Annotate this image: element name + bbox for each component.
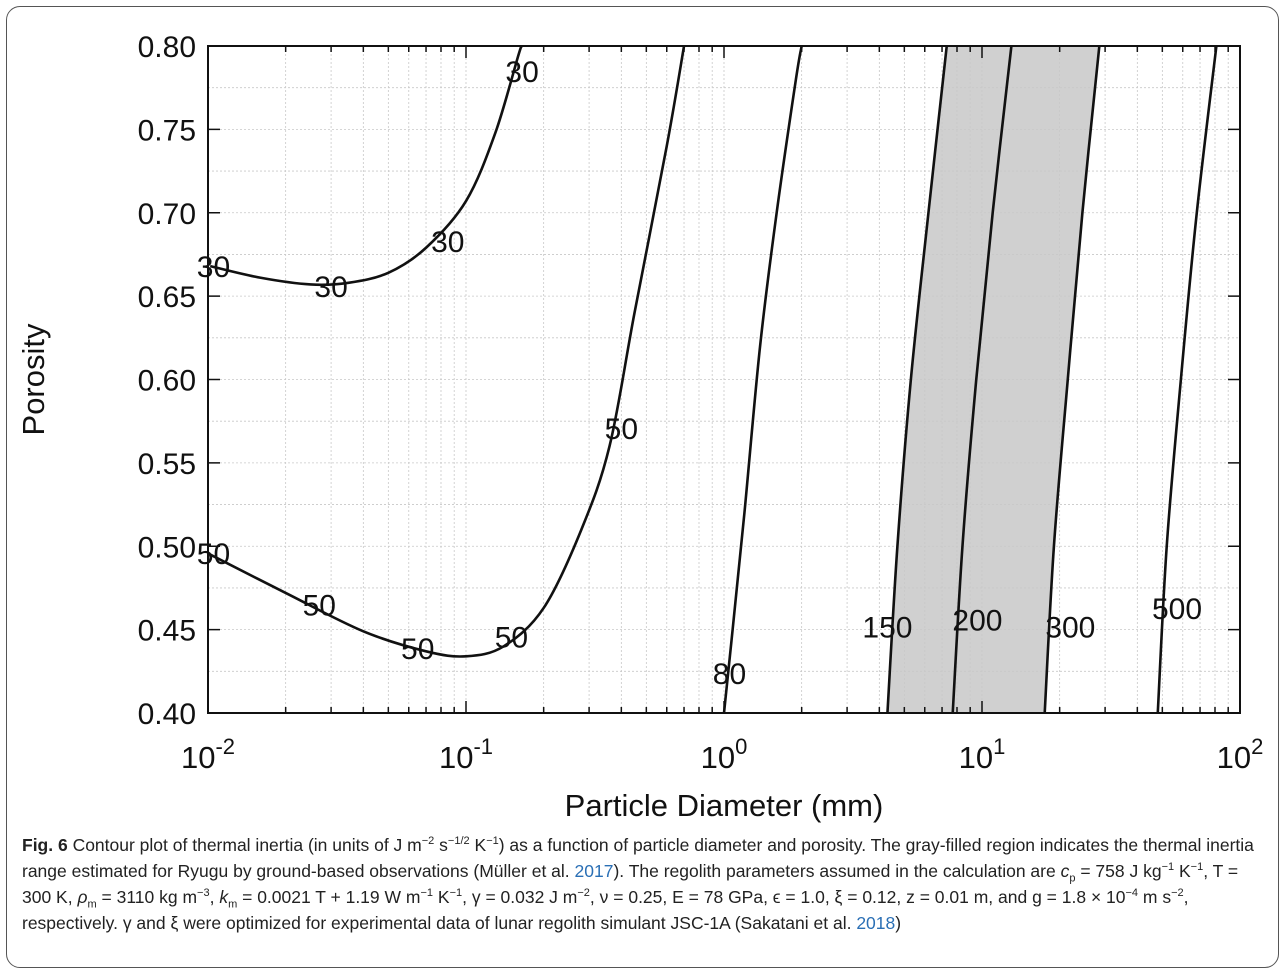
contour-label: 50 (197, 538, 230, 571)
figure-frame (6, 6, 1279, 968)
contour-lines (209, 46, 1218, 713)
x-tick-label: 100 (701, 734, 748, 775)
contour-line-200 (951, 46, 1013, 713)
x-tick-label: 10-1 (439, 734, 493, 775)
contour-label: 300 (1045, 611, 1095, 644)
contour-label: 80 (713, 658, 746, 691)
axis-ticks (207, 45, 1241, 714)
contour-label: 30 (505, 56, 538, 89)
grid (208, 46, 1240, 713)
x-tick-label: 10-2 (181, 734, 235, 775)
contour-label: 30 (197, 251, 230, 284)
y-tick-label: 0.80 (138, 31, 196, 64)
contour-label: 30 (431, 226, 464, 259)
figure-caption: Fig. 6 Contour plot of thermal inertia (… (22, 835, 1254, 933)
figure-label: Fig. 6 (22, 835, 68, 855)
contour-line-80 (722, 46, 803, 713)
y-tick-label: 0.55 (138, 448, 196, 481)
y-tick-label: 0.60 (138, 365, 196, 398)
contour-label: 150 (862, 611, 912, 644)
contour-label: 200 (952, 605, 1002, 638)
x-tick-label: 102 (1217, 734, 1264, 775)
contour-label: 50 (303, 590, 336, 623)
y-tick-label: 0.50 (138, 531, 196, 564)
contour-label: 50 (495, 621, 528, 654)
x-tick-label: 101 (959, 734, 1006, 775)
contour-label: 500 (1152, 593, 1202, 626)
citation-link[interactable]: 2017 (574, 861, 614, 881)
contour-label: 30 (314, 271, 347, 304)
y-tick-label: 0.45 (138, 615, 196, 648)
contour-line-500 (1156, 46, 1218, 713)
contour-label: 50 (401, 633, 434, 666)
y-tick-label: 0.40 (138, 698, 196, 731)
citation-link[interactable]: 2018 (856, 913, 896, 933)
y-tick-label: 0.75 (138, 114, 196, 147)
y-axis-label: Porosity (16, 323, 51, 435)
contour-chart: 30 30 30 30 50 50 50 50 50 80 150 200 300 500 0.40 0.45… (16, 31, 1264, 823)
contour-label: 50 (605, 413, 638, 446)
x-axis-label: Particle Diameter (mm) (565, 788, 884, 823)
contour-line-150 (886, 46, 949, 713)
y-tick-label: 0.65 (138, 281, 196, 314)
contour-line-300 (1043, 46, 1101, 713)
contour-line-30 (209, 46, 524, 287)
contour-line-50 (209, 46, 686, 658)
y-tick-label: 0.70 (138, 198, 196, 231)
